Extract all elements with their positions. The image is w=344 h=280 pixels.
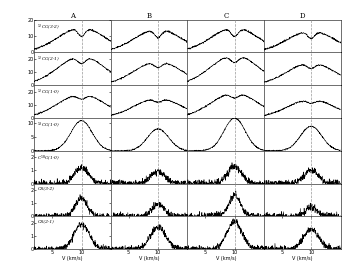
X-axis label: V (km/s): V (km/s) <box>62 256 83 261</box>
Text: C$^{18}$O(1-0): C$^{18}$O(1-0) <box>37 153 61 163</box>
Title: A: A <box>70 11 75 20</box>
X-axis label: V (km/s): V (km/s) <box>292 256 313 261</box>
Title: B: B <box>147 11 152 20</box>
X-axis label: V (km/s): V (km/s) <box>215 256 236 261</box>
Title: C: C <box>223 11 228 20</box>
Text: $^{13}$CO(1-0): $^{13}$CO(1-0) <box>37 121 61 130</box>
Text: CS(3-2): CS(3-2) <box>37 186 54 190</box>
Text: $^{12}$CO(3-2): $^{12}$CO(3-2) <box>37 22 61 32</box>
X-axis label: V (km/s): V (km/s) <box>139 256 160 261</box>
Title: D: D <box>300 11 305 20</box>
Text: CS(2-1): CS(2-1) <box>37 219 54 223</box>
Text: $^{12}$CO(2-1): $^{12}$CO(2-1) <box>37 55 61 64</box>
Text: $^{12}$CO(1-0): $^{12}$CO(1-0) <box>37 88 61 97</box>
